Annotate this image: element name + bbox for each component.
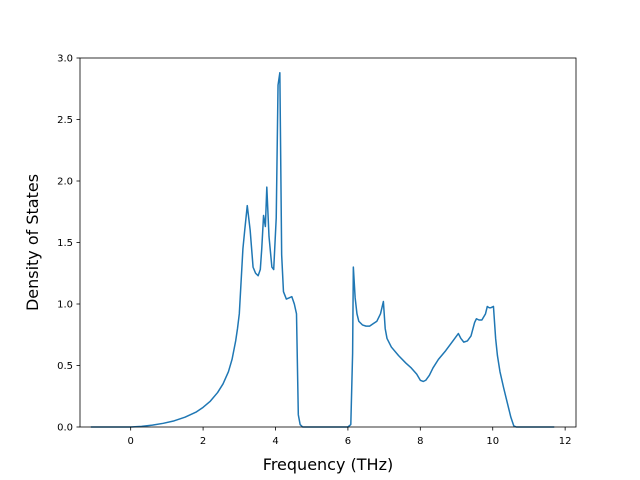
y-axis-ticks: 0.0 0.5 1.0 1.5 2.0 2.5 3.0 — [57, 54, 80, 434]
plot-area — [80, 58, 576, 427]
x-tick-label: 6 — [345, 436, 351, 447]
y-tick-label: 1.5 — [57, 238, 73, 249]
x-axis-label: Frequency (THz) — [263, 455, 393, 474]
x-tick-label: 12 — [559, 436, 572, 447]
y-tick-label: 1.0 — [57, 300, 73, 311]
y-tick-label: 0.0 — [57, 423, 73, 434]
x-tick-label: 0 — [127, 436, 133, 447]
x-axis-ticks: 0 2 4 6 8 10 12 — [127, 427, 572, 447]
x-tick-label: 8 — [417, 436, 423, 447]
y-axis-label: Density of States — [23, 174, 42, 311]
curve-layer — [90, 72, 555, 428]
y-tick-label: 3.0 — [57, 54, 73, 65]
y-tick-label: 2.0 — [57, 177, 73, 188]
x-tick-label: 4 — [272, 436, 278, 447]
y-tick-label: 2.5 — [57, 115, 73, 126]
x-tick-label: 2 — [200, 436, 206, 447]
x-tick-label: 10 — [486, 436, 499, 447]
dos-series-line-0 — [90, 72, 555, 428]
y-tick-label: 0.5 — [57, 361, 73, 372]
